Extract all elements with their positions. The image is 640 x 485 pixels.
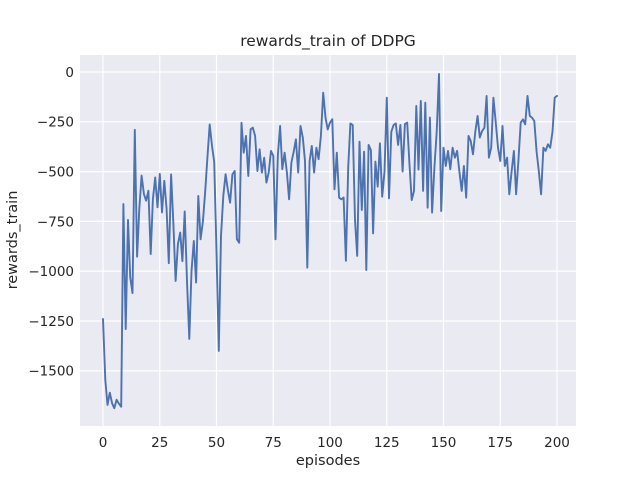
y-axis-label: rewards_train (5, 191, 21, 290)
x-tick-label: 125 (374, 435, 400, 451)
x-tick-label: 150 (431, 435, 457, 451)
x-tick-label: 75 (265, 435, 282, 451)
y-tick-label: −500 (37, 165, 74, 181)
y-tick-label: −1250 (28, 314, 74, 330)
x-tick-labels: 0 25 50 75 100 125 150 175 200 (99, 435, 570, 451)
x-tick-label: 100 (317, 435, 343, 451)
y-tick-label: −250 (37, 115, 74, 131)
y-tick-label: 0 (65, 65, 74, 81)
y-tick-label: −1000 (28, 264, 74, 280)
chart-title: rewards_train of DDPG (240, 32, 416, 51)
y-tick-label: −1500 (28, 364, 74, 380)
x-tick-label: 175 (487, 435, 513, 451)
x-tick-label: 0 (99, 435, 108, 451)
x-tick-label: 25 (151, 435, 168, 451)
x-tick-label: 50 (208, 435, 225, 451)
y-tick-labels: 0 −250 −500 −750 −1000 −1250 −1500 (28, 65, 74, 380)
y-tick-label: −750 (37, 214, 74, 230)
x-tick-label: 200 (544, 435, 570, 451)
rewards-line (102, 73, 558, 410)
gridlines (80, 55, 576, 426)
x-axis-label: episodes (296, 453, 360, 469)
